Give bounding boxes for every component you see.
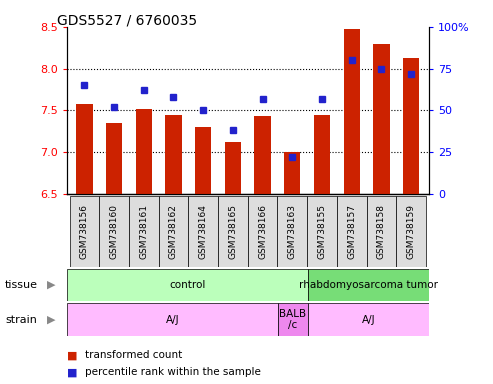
Text: GSM738165: GSM738165 <box>228 204 238 259</box>
Bar <box>314 114 330 194</box>
Text: A/J: A/J <box>166 314 179 325</box>
Bar <box>106 123 122 194</box>
Text: rhabdomyosarcoma tumor: rhabdomyosarcoma tumor <box>299 280 438 290</box>
Bar <box>76 104 93 194</box>
Text: BALB
/c: BALB /c <box>280 309 307 331</box>
Bar <box>308 269 429 301</box>
Text: GSM738161: GSM738161 <box>140 204 148 259</box>
Text: ▶: ▶ <box>47 280 55 290</box>
Bar <box>67 303 278 336</box>
Bar <box>165 114 181 194</box>
Bar <box>373 43 389 194</box>
Bar <box>396 196 426 267</box>
Bar <box>307 196 337 267</box>
Text: ▶: ▶ <box>47 314 55 325</box>
Text: GSM738156: GSM738156 <box>80 204 89 259</box>
Text: GDS5527 / 6760035: GDS5527 / 6760035 <box>57 13 197 27</box>
Bar <box>254 116 271 194</box>
Bar <box>129 196 159 267</box>
Text: GSM738166: GSM738166 <box>258 204 267 259</box>
Bar <box>403 58 419 194</box>
Text: GSM738163: GSM738163 <box>288 204 297 259</box>
Bar <box>70 196 99 267</box>
Bar <box>225 142 241 194</box>
Text: control: control <box>169 280 206 290</box>
Text: GSM738159: GSM738159 <box>407 204 416 259</box>
Bar <box>278 196 307 267</box>
Bar <box>308 303 429 336</box>
Bar <box>337 196 366 267</box>
Bar <box>195 127 211 194</box>
Text: tissue: tissue <box>5 280 38 290</box>
Text: ■: ■ <box>67 350 77 360</box>
Text: ■: ■ <box>67 367 77 377</box>
Bar <box>248 196 278 267</box>
Bar <box>67 269 308 301</box>
Bar <box>284 152 300 194</box>
Text: GSM738162: GSM738162 <box>169 204 178 259</box>
Bar <box>99 196 129 267</box>
Text: GSM738155: GSM738155 <box>317 204 326 259</box>
Text: GSM738158: GSM738158 <box>377 204 386 259</box>
Bar <box>344 28 360 194</box>
Text: strain: strain <box>5 314 37 325</box>
Bar <box>278 303 308 336</box>
Text: GSM738157: GSM738157 <box>347 204 356 259</box>
Bar <box>188 196 218 267</box>
Bar <box>218 196 248 267</box>
Bar <box>159 196 188 267</box>
Bar <box>136 109 152 194</box>
Text: transformed count: transformed count <box>85 350 182 360</box>
Text: percentile rank within the sample: percentile rank within the sample <box>85 367 261 377</box>
Text: A/J: A/J <box>362 314 375 325</box>
Text: GSM738160: GSM738160 <box>109 204 119 259</box>
Text: GSM738164: GSM738164 <box>199 204 208 259</box>
Bar <box>366 196 396 267</box>
